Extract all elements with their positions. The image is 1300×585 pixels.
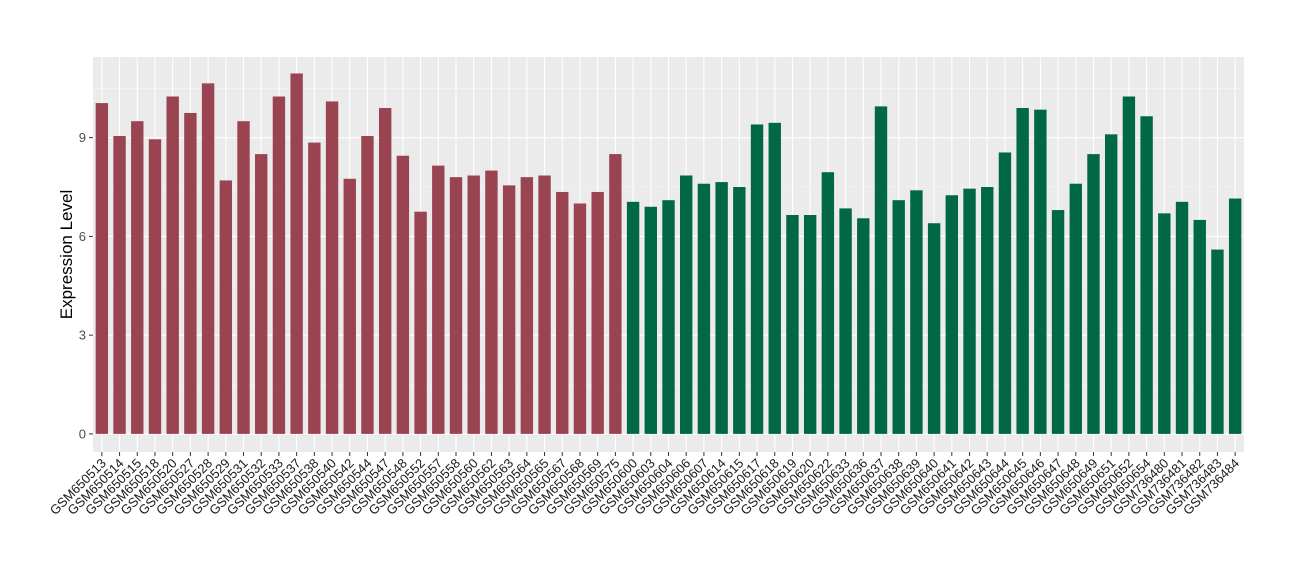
bar-GSM650568	[573, 203, 587, 434]
bar-GSM650644	[998, 152, 1012, 434]
bar-GSM650513	[95, 103, 109, 434]
bar-GSM650651	[1104, 134, 1118, 434]
bar-GSM650618	[768, 122, 781, 434]
bar-GSM650548	[396, 155, 410, 434]
bar-GSM650619	[786, 215, 799, 434]
bar-GSM650643	[981, 187, 994, 434]
bar-GSM650564	[520, 177, 534, 434]
bar-GSM650527	[184, 112, 197, 434]
bar-GSM650652	[1122, 96, 1136, 434]
bar-GSM650552	[414, 211, 427, 434]
bar-GSM650638	[892, 200, 905, 434]
bar-GSM650654	[1140, 116, 1153, 434]
bar-GSM650639	[910, 190, 923, 434]
y-axis: 0 3 6 9	[79, 130, 93, 441]
bar-GSM650532	[255, 154, 268, 434]
bar-GSM650600	[626, 201, 640, 434]
bar-GSM650557	[432, 165, 445, 434]
bar-GSM650531	[237, 121, 250, 434]
bar-GSM650560	[467, 175, 480, 434]
bar-GSM650540	[325, 101, 339, 434]
bar-GSM650641	[945, 195, 959, 434]
bar-GSM650617	[750, 124, 764, 434]
bar-GSM650642	[963, 188, 976, 434]
bar-GSM650648	[1069, 183, 1082, 434]
y-tick-label: 6	[79, 229, 86, 244]
y-tick-label: 0	[79, 426, 86, 441]
bar-GSM650646	[1034, 109, 1047, 434]
bar-GSM650620	[803, 215, 817, 434]
bar-GSM650607	[697, 183, 711, 434]
y-axis-title: Expression Level	[57, 190, 76, 319]
bar-GSM650569	[591, 191, 604, 434]
bar-GSM650537	[290, 73, 303, 434]
bar-GSM650518	[148, 139, 162, 434]
bar-GSM650575	[609, 154, 622, 434]
bar-GSM650542	[343, 178, 356, 434]
bar-GSM650563	[502, 185, 516, 434]
bar-GSM650640	[927, 223, 941, 434]
bar-GSM650633	[839, 208, 852, 434]
bar-GSM650520	[166, 96, 179, 434]
bar-GSM650614	[715, 182, 728, 434]
y-tick-label: 3	[79, 328, 86, 343]
bar-GSM650529	[219, 180, 233, 434]
bar-GSM736480	[1158, 213, 1171, 434]
y-tick-label: 9	[79, 130, 86, 145]
bar-GSM650603	[644, 206, 657, 434]
bar-GSM650622	[821, 172, 835, 434]
bar-GSM650514	[113, 136, 126, 434]
bar-GSM650538	[308, 142, 321, 434]
bar-GSM736484	[1228, 198, 1242, 434]
bar-GSM650645	[1016, 108, 1029, 434]
bar-GSM650544	[361, 136, 374, 434]
bar-GSM650649	[1087, 154, 1100, 434]
x-axis: GSM650513GSM650514GSM650515GSM650518GSM6…	[47, 452, 1242, 518]
bar-GSM650647	[1051, 210, 1065, 434]
bar-GSM650604	[662, 200, 675, 434]
bar-GSM650606	[680, 175, 693, 434]
bar-GSM650558	[449, 177, 463, 434]
bar-GSM650533	[272, 96, 286, 434]
bar-GSM650528	[201, 83, 215, 434]
bar-GSM736481	[1175, 201, 1189, 434]
bar-GSM650547	[378, 108, 392, 434]
bar-GSM650615	[733, 187, 746, 434]
bars	[95, 73, 1242, 434]
bar-GSM650567	[556, 191, 569, 434]
bar-GSM736482	[1193, 219, 1206, 434]
bar-GSM650636	[857, 218, 870, 434]
bar-GSM650565	[538, 175, 551, 434]
bar-GSM650562	[485, 170, 498, 434]
bar-GSM650515	[131, 121, 144, 434]
bar-GSM650637	[874, 106, 888, 434]
bar-GSM736483	[1211, 249, 1224, 434]
